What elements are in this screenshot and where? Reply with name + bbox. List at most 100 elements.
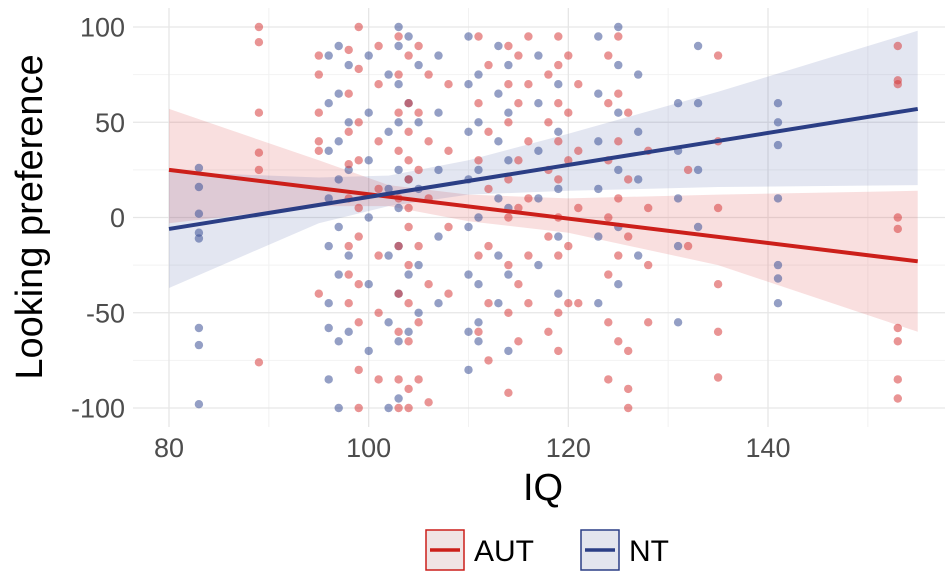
point-nt [634,251,643,260]
point-nt [334,89,343,98]
point-aut [604,51,613,60]
point-nt [673,241,683,251]
point-nt [414,260,423,270]
point-nt [504,60,513,70]
point-nt [344,118,353,127]
point-nt [334,403,343,413]
point-aut [414,375,423,384]
point-aut [484,60,493,70]
point-aut [514,99,523,108]
point-aut [544,327,553,336]
point-nt [534,146,543,155]
point-nt [194,228,204,237]
y-tick-label: 50 [95,108,125,138]
point-aut [504,80,513,89]
point-nt [614,108,623,117]
point-nt [324,375,333,384]
point-aut [514,156,523,165]
point-nt [324,146,333,155]
point-aut [474,99,483,108]
point-nt [324,299,333,308]
point-aut [554,137,563,146]
point-aut [474,156,483,165]
point-aut [624,384,633,394]
point-nt [434,165,443,175]
point-nt [434,232,443,241]
point-nt [594,89,603,98]
point-aut [474,251,483,260]
point-nt [384,184,393,194]
point-aut [404,403,413,413]
point-aut [444,289,453,298]
point-aut [394,375,403,384]
point-nt [364,156,373,165]
point-nt [464,127,473,136]
point-nt [464,32,473,41]
point-aut [504,118,513,127]
point-aut [893,394,902,403]
point-nt [414,60,423,70]
point-aut [614,137,623,146]
point-aut [404,384,413,394]
point-aut [564,241,573,251]
point-nt [534,260,543,270]
legend-label-aut: AUT [474,535,534,568]
point-aut [544,118,553,127]
point-aut [374,80,383,89]
y-tick-label: 0 [110,203,125,233]
point-aut [254,148,264,157]
point-nt [364,51,373,60]
x-tick-label: 120 [546,433,591,463]
point-aut [624,346,633,356]
point-aut [644,318,653,327]
point-aut [713,203,723,213]
point-nt [693,165,703,175]
y-tick-label: 100 [80,13,125,43]
point-aut [484,241,493,251]
point-nt [474,118,483,127]
point-nt [394,118,403,127]
point-nt [194,400,204,409]
point-aut [524,251,533,260]
point-nt [324,99,333,108]
point-nt [474,280,483,289]
point-aut [644,260,653,270]
point-nt [414,118,423,127]
point-aut [504,388,513,397]
point-aut [424,280,433,289]
point-aut [354,280,363,289]
point-aut [314,108,323,117]
point-nt [464,270,473,279]
point-nt [434,51,443,60]
point-aut [254,38,264,47]
point-aut [404,222,413,232]
point-aut [414,241,423,251]
y-tick-label: -100 [71,394,125,424]
point-aut [374,375,383,384]
point-nt [334,270,343,279]
point-aut [404,99,413,108]
point-nt [334,137,343,146]
point-aut [604,318,613,327]
point-nt [384,70,393,79]
point-aut [893,375,902,384]
point-aut [893,337,902,346]
point-nt [534,194,543,203]
point-nt [554,127,563,136]
point-aut [354,365,363,375]
point-nt [773,274,783,283]
point-nt [693,99,703,108]
point-nt [534,51,543,60]
point-aut [314,137,323,146]
point-aut [554,346,563,356]
point-aut [554,175,563,184]
point-nt [634,175,643,184]
point-aut [554,308,563,317]
point-aut [484,127,493,136]
point-nt [474,337,483,346]
point-nt [324,194,333,203]
confidence-band-aut [169,108,918,332]
point-aut [893,224,902,234]
point-nt [464,327,473,336]
point-aut [344,127,353,136]
